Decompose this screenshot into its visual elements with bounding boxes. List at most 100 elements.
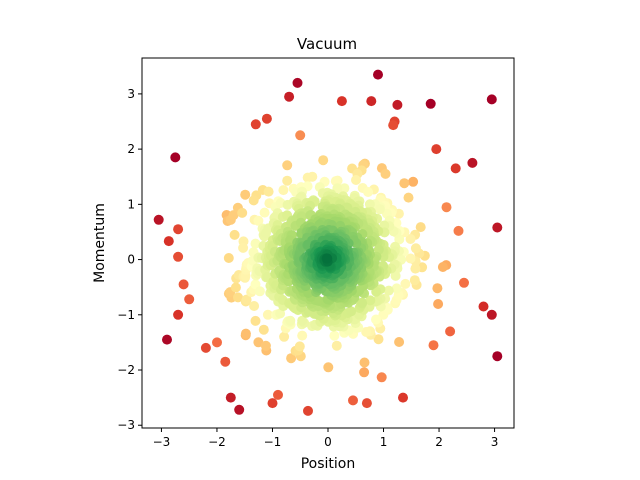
scatter-point bbox=[282, 175, 293, 186]
scatter-point bbox=[364, 199, 375, 210]
scatter-point bbox=[373, 334, 384, 345]
scatter-point bbox=[248, 195, 259, 206]
scatter-point bbox=[486, 94, 497, 105]
scatter-point bbox=[431, 144, 442, 155]
scatter-point bbox=[405, 234, 416, 244]
scatter-point bbox=[467, 157, 478, 168]
x-tick-label: 1 bbox=[380, 435, 388, 449]
y-tick-label: −1 bbox=[117, 308, 135, 322]
y-tick-label: −2 bbox=[117, 363, 135, 377]
scatter-point bbox=[230, 282, 241, 293]
scatter-point bbox=[366, 96, 377, 107]
scatter-point bbox=[374, 204, 385, 215]
scatter-point bbox=[297, 330, 308, 341]
scatter-point bbox=[348, 395, 358, 406]
scatter-point bbox=[297, 315, 308, 326]
scatter-point bbox=[162, 334, 172, 345]
scatter-point bbox=[240, 189, 251, 200]
scatter-point bbox=[285, 315, 296, 326]
scatter-point bbox=[229, 229, 240, 240]
scatter-point bbox=[163, 236, 174, 247]
scatter-point bbox=[259, 207, 270, 218]
scatter-point bbox=[363, 187, 374, 197]
scatter-point bbox=[200, 342, 211, 353]
scatter-point bbox=[173, 224, 184, 235]
scatter-point bbox=[153, 214, 164, 225]
scatter-point bbox=[409, 275, 420, 286]
scatter-point bbox=[380, 168, 391, 179]
scatter-point bbox=[173, 309, 184, 320]
scatter-point bbox=[267, 398, 278, 409]
scatter-point bbox=[223, 253, 234, 263]
scatter-point bbox=[433, 299, 444, 309]
scatter-point bbox=[178, 279, 189, 290]
scatter-point bbox=[403, 192, 414, 203]
scatter-point bbox=[294, 341, 305, 352]
x-tick-label: −3 bbox=[153, 435, 171, 449]
scatter-point bbox=[303, 405, 313, 416]
scatter-point bbox=[241, 294, 252, 305]
scatter-point bbox=[253, 337, 264, 348]
scatter-point bbox=[254, 286, 265, 297]
scatter-point bbox=[399, 178, 410, 189]
scatter-point bbox=[388, 120, 399, 131]
scatter-point bbox=[400, 278, 411, 289]
scatter-point bbox=[279, 331, 290, 342]
y-tick-label: −3 bbox=[117, 418, 135, 432]
scatter-point bbox=[332, 183, 343, 194]
scatter-point bbox=[331, 340, 342, 351]
scatter-point bbox=[450, 163, 461, 174]
scatter-point bbox=[273, 389, 283, 400]
x-tick-label: −1 bbox=[264, 435, 282, 449]
scatter-point bbox=[376, 372, 387, 383]
scatter-point bbox=[282, 160, 293, 171]
scatter-point bbox=[261, 113, 272, 124]
scatter-point bbox=[392, 99, 403, 110]
scatter-point bbox=[292, 77, 303, 88]
y-tick-label: 0 bbox=[127, 253, 135, 267]
scatter-point bbox=[249, 301, 260, 311]
x-tick-label: 2 bbox=[435, 435, 443, 449]
scatter-point bbox=[322, 253, 333, 264]
scatter-point bbox=[459, 277, 469, 288]
scatter-point bbox=[405, 253, 416, 264]
scatter-point bbox=[492, 351, 503, 362]
scatter-point bbox=[184, 294, 195, 305]
scatter-point bbox=[220, 356, 231, 367]
scatter-point bbox=[260, 340, 271, 351]
scatter-point bbox=[361, 327, 372, 337]
scatter-point bbox=[253, 215, 264, 226]
scatter-point bbox=[318, 155, 329, 166]
scatter-point bbox=[486, 309, 497, 320]
scatter-point bbox=[390, 270, 401, 281]
scatter-point bbox=[432, 283, 443, 294]
scatter-point bbox=[408, 176, 419, 187]
scatter-point bbox=[170, 152, 181, 163]
x-tick-label: 0 bbox=[324, 435, 332, 449]
x-axis-ticks: −3 −2 −1 0 1 2 3 bbox=[153, 428, 498, 449]
y-tick-label: 3 bbox=[127, 87, 135, 101]
scatter-point bbox=[336, 96, 347, 107]
scatter-point bbox=[278, 185, 289, 196]
scatter-point bbox=[250, 119, 261, 130]
scatter-point bbox=[478, 301, 489, 312]
scatter-point bbox=[441, 202, 452, 213]
scatter-point bbox=[453, 225, 464, 236]
scatter-point bbox=[240, 328, 251, 339]
scatter-point bbox=[339, 183, 350, 194]
scatter-point bbox=[361, 398, 372, 409]
y-tick-label: 2 bbox=[127, 142, 135, 156]
scatter-point bbox=[391, 283, 402, 294]
scatter-point bbox=[445, 326, 456, 337]
scatter-point bbox=[373, 69, 383, 80]
scatter-point bbox=[351, 175, 361, 185]
scatter-point bbox=[428, 340, 439, 351]
scatter-point bbox=[329, 330, 340, 341]
scatter-point bbox=[346, 306, 357, 317]
scatter-point bbox=[398, 392, 408, 403]
scatter-point bbox=[250, 315, 261, 326]
scatter-point bbox=[225, 392, 236, 403]
scatter-point bbox=[263, 186, 274, 197]
scatter-point bbox=[356, 297, 367, 308]
